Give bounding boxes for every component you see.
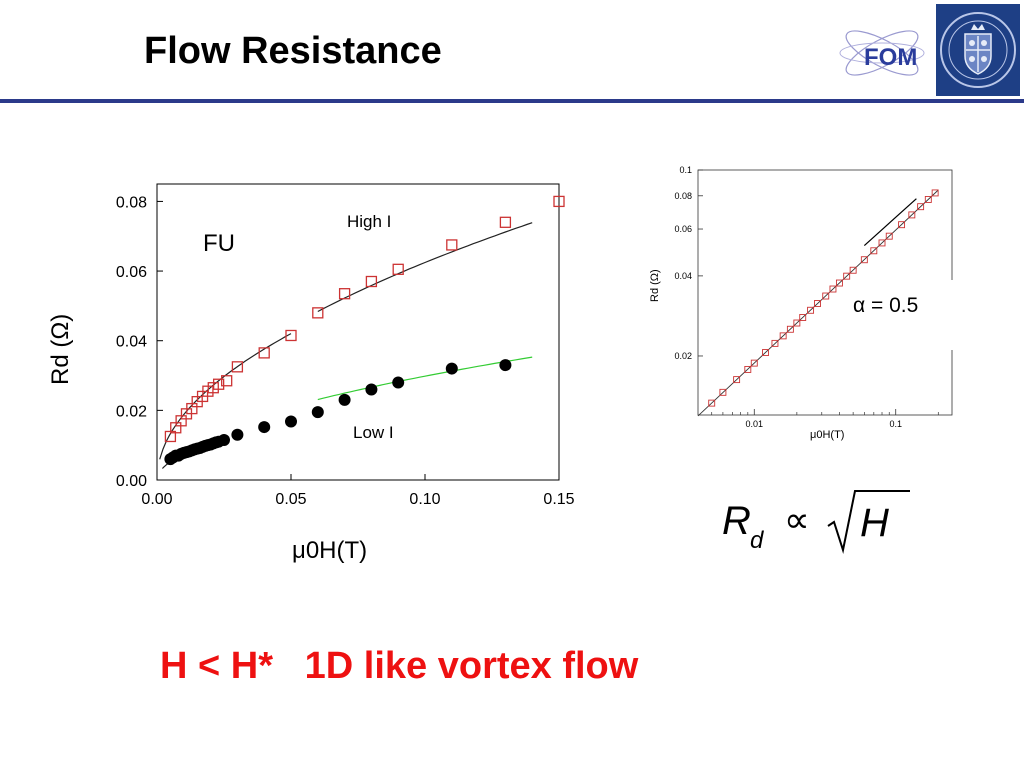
data-point-low-i	[338, 393, 351, 406]
inset-data-point	[870, 247, 878, 255]
data-point-high-i	[446, 239, 458, 251]
data-point-high-i	[212, 378, 225, 390]
data-point-high-i	[231, 361, 244, 373]
inset-data-point	[786, 325, 794, 333]
inset-x-tick-label: 0.01	[746, 419, 764, 429]
inset-y-axis-label: Rd (Ω)	[649, 269, 661, 302]
series-label-high: High I	[347, 212, 391, 231]
sqrt-symbol	[827, 490, 910, 554]
x-tick-label: 0.00	[141, 491, 172, 508]
x-tick-label: 0.10	[409, 491, 440, 508]
x-tick-label: 0.05	[275, 491, 306, 508]
fit-line	[317, 356, 533, 401]
inset-data-point	[917, 203, 925, 211]
y-tick-label: 0.06	[116, 264, 147, 281]
inset-data-point	[829, 285, 837, 293]
inset-data-point	[835, 279, 843, 287]
inset-data-point	[849, 266, 857, 274]
inset-data-point	[762, 349, 769, 357]
inset-data-point	[931, 189, 939, 197]
data-point-low-i	[258, 421, 271, 434]
data-point-low-i	[311, 406, 324, 419]
inset-y-tick-label: 0.1	[679, 165, 692, 175]
data-point-low-i	[499, 359, 512, 372]
inset-data-point	[860, 256, 868, 264]
inset-data-point	[878, 239, 886, 247]
data-point-low-i	[218, 433, 230, 446]
inset-data-point	[750, 359, 758, 367]
fit-line	[317, 222, 533, 313]
inset-data-point	[898, 221, 906, 229]
inset-y-tick-label: 0.04	[674, 271, 692, 281]
inset-data-point	[843, 272, 851, 280]
inset-slope-line	[863, 198, 917, 247]
inset-data-point	[779, 332, 787, 340]
data-point-high-i	[499, 216, 512, 228]
x-axis-label: μ0H(T)	[292, 537, 367, 564]
alpha-annotation: α = 0.5	[853, 294, 918, 317]
fom-logo: FOM	[839, 30, 925, 76]
inset-data-point	[822, 292, 830, 300]
series-label-low: Low I	[353, 423, 394, 442]
conclusion-text: H < H* 1D like vortex flow	[160, 645, 639, 687]
inset-loglog-chart: 0.01 0.1 0.02 0.04 0.06 0.08 0.1 α = 0.5 μ0H(T…	[649, 165, 956, 441]
formula-lhs: R	[722, 499, 751, 543]
data-point-low-i	[445, 362, 458, 375]
data-point-high-i	[312, 307, 324, 319]
data-point-high-i	[221, 375, 233, 387]
inset-x-axis-label: μ0H(T)	[810, 429, 844, 441]
logo-orbit-2	[845, 30, 919, 76]
slide-title: Flow Resistance	[144, 30, 442, 72]
y-tick-label: 0.00	[116, 473, 147, 490]
inset-data-point	[744, 365, 752, 373]
inset-data-point	[814, 300, 821, 307]
inset-data-point	[885, 232, 893, 240]
title-divider	[0, 99, 1024, 103]
logo-text: FOM	[864, 44, 917, 71]
formula-subscript: d	[750, 527, 764, 554]
inset-data-point	[908, 211, 916, 219]
inset-data-point	[708, 399, 716, 407]
panel-label: FU	[203, 230, 235, 257]
data-point-low-i	[285, 415, 297, 428]
inset-data-point	[924, 196, 932, 203]
logo-orbit-3	[839, 42, 925, 64]
main-chart: 0.00 0.05 0.10 0.150.000.020.040.060.08 FU …	[47, 183, 575, 564]
inset-data-point	[799, 314, 807, 321]
annotation-box	[850, 280, 956, 350]
data-point-high-i	[258, 347, 270, 359]
formula-rhs: H	[860, 501, 889, 545]
inset-y-tick-label: 0.08	[674, 191, 692, 201]
y-tick-label: 0.08	[116, 194, 147, 211]
data-point-high-i	[553, 195, 565, 208]
proportionality-formula: R d ∝ H	[722, 490, 910, 554]
inset-x-tick-label: 0.1	[889, 419, 902, 429]
university-crest	[936, 4, 1020, 96]
data-point-low-i	[392, 376, 405, 389]
formula-operator: ∝	[784, 499, 810, 540]
data-point-low-i	[231, 428, 244, 441]
data-point-high-i	[338, 288, 351, 300]
inset-data-point	[733, 376, 741, 384]
inset-data-point	[719, 388, 727, 396]
y-tick-label: 0.04	[116, 334, 147, 351]
data-point-low-i	[365, 383, 378, 396]
inset-y-tick-label: 0.02	[674, 351, 692, 361]
data-point-high-i	[285, 329, 297, 342]
data-point-high-i	[392, 263, 404, 275]
inset-data-point	[771, 339, 779, 347]
inset-data-point	[793, 319, 801, 327]
plot-frame	[156, 183, 560, 481]
data-point-high-i	[365, 275, 378, 288]
logo-orbit-1	[845, 30, 919, 76]
y-tick-label: 0.02	[116, 403, 147, 420]
inset-y-tick-label: 0.06	[674, 224, 692, 234]
x-tick-label: 0.15	[543, 491, 574, 508]
y-axis-label: Rd (Ω)	[47, 314, 74, 385]
inset-data-point	[807, 306, 815, 314]
